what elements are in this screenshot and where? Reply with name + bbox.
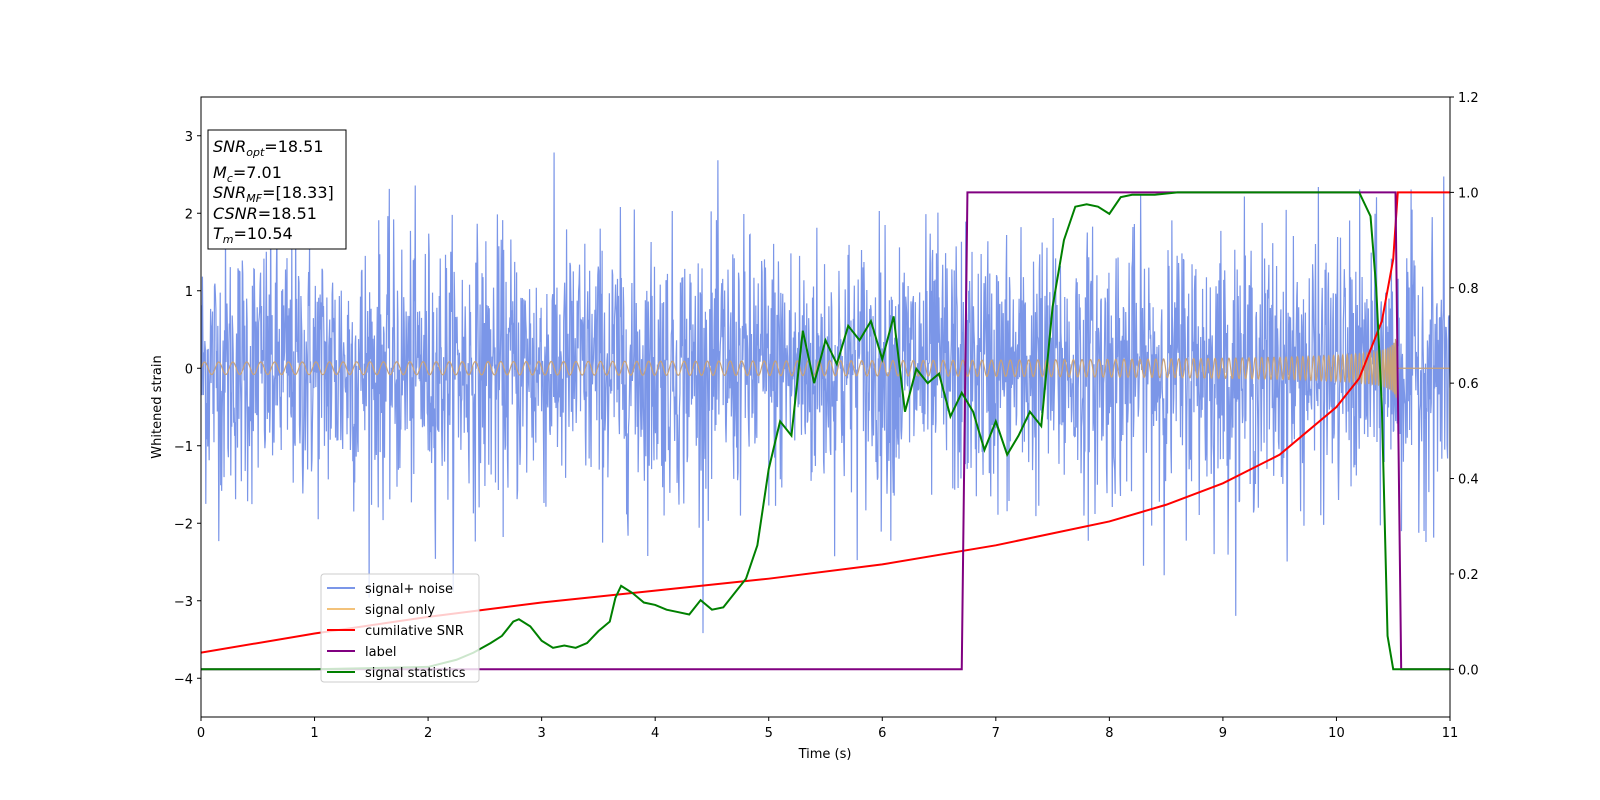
legend-label: label [365,645,396,660]
y-tick-label: 0 [185,362,193,377]
y-axis-right: 0.0 0.2 0.4 0.6 0.8 1.0 1.2 [1450,91,1479,678]
legend-label: signal statistics [365,666,466,681]
y-tick-label: −4 [174,672,193,687]
x-tick-label: 10 [1328,726,1345,741]
x-tick-label: 6 [878,726,886,741]
y-axis-label: Whitened strain [150,355,165,458]
legend-label: signal only [365,603,435,618]
y2-tick-label: 0.4 [1458,473,1479,488]
stat-mc: Mc=7.01 [213,163,282,185]
x-tick-label: 5 [765,726,773,741]
x-tick-label: 0 [197,726,205,741]
stat-tm: Tm=10.54 [213,224,293,246]
stats-box-frame [207,129,347,250]
x-axis-label: Time (s) [798,747,852,762]
series-signal-only [201,338,1450,398]
series-signal-noise [201,152,1450,634]
y-tick-label: −3 [174,595,193,610]
x-tick-label: 11 [1442,726,1459,741]
series-layer [201,152,1450,671]
stat-snr-mf: SNRMF=[18.33] [213,183,334,205]
x-tick-label: 1 [310,726,318,741]
y-tick-label: 2 [185,207,193,222]
y2-tick-label: 0.2 [1458,568,1479,583]
y2-tick-label: 1.2 [1458,91,1479,106]
x-tick-label: 3 [537,726,545,741]
series-signal-statistics [201,191,1450,671]
legend: signal+ noise signal only cumilative SNR la… [320,573,480,683]
x-axis: 0 1 2 3 4 5 6 7 8 9 10 11 [197,717,1458,741]
legend-label: cumilative SNR [365,624,464,639]
legend-frame [320,573,480,683]
legend-label: signal+ noise [365,582,453,597]
stat-csnr: CSNR=18.51 [213,204,317,223]
y2-tick-label: 0.6 [1458,377,1479,392]
y2-tick-label: 1.0 [1458,186,1479,201]
stats-box: SNRopt=18.51 Mc=7.01 SNRMF=[18.33] CSNR=… [207,129,347,250]
y-tick-label: −1 [174,440,193,455]
y-axis-left: −4 −3 −2 −1 0 1 2 3 [174,130,201,687]
y-tick-label: 1 [185,285,193,300]
plot-frame [200,96,1451,718]
series-cumulative-snr [201,191,1450,654]
y2-tick-label: 0.8 [1458,282,1479,297]
x-tick-label: 8 [1105,726,1113,741]
x-tick-label: 7 [992,726,1000,741]
y2-tick-label: 0.0 [1458,663,1479,678]
x-tick-label: 4 [651,726,659,741]
x-tick-label: 9 [1219,726,1227,741]
y-tick-label: −2 [174,517,193,532]
stat-snr-opt: SNRopt=18.51 [213,137,324,159]
x-tick-label: 2 [424,726,432,741]
y-tick-label: 3 [185,130,193,145]
